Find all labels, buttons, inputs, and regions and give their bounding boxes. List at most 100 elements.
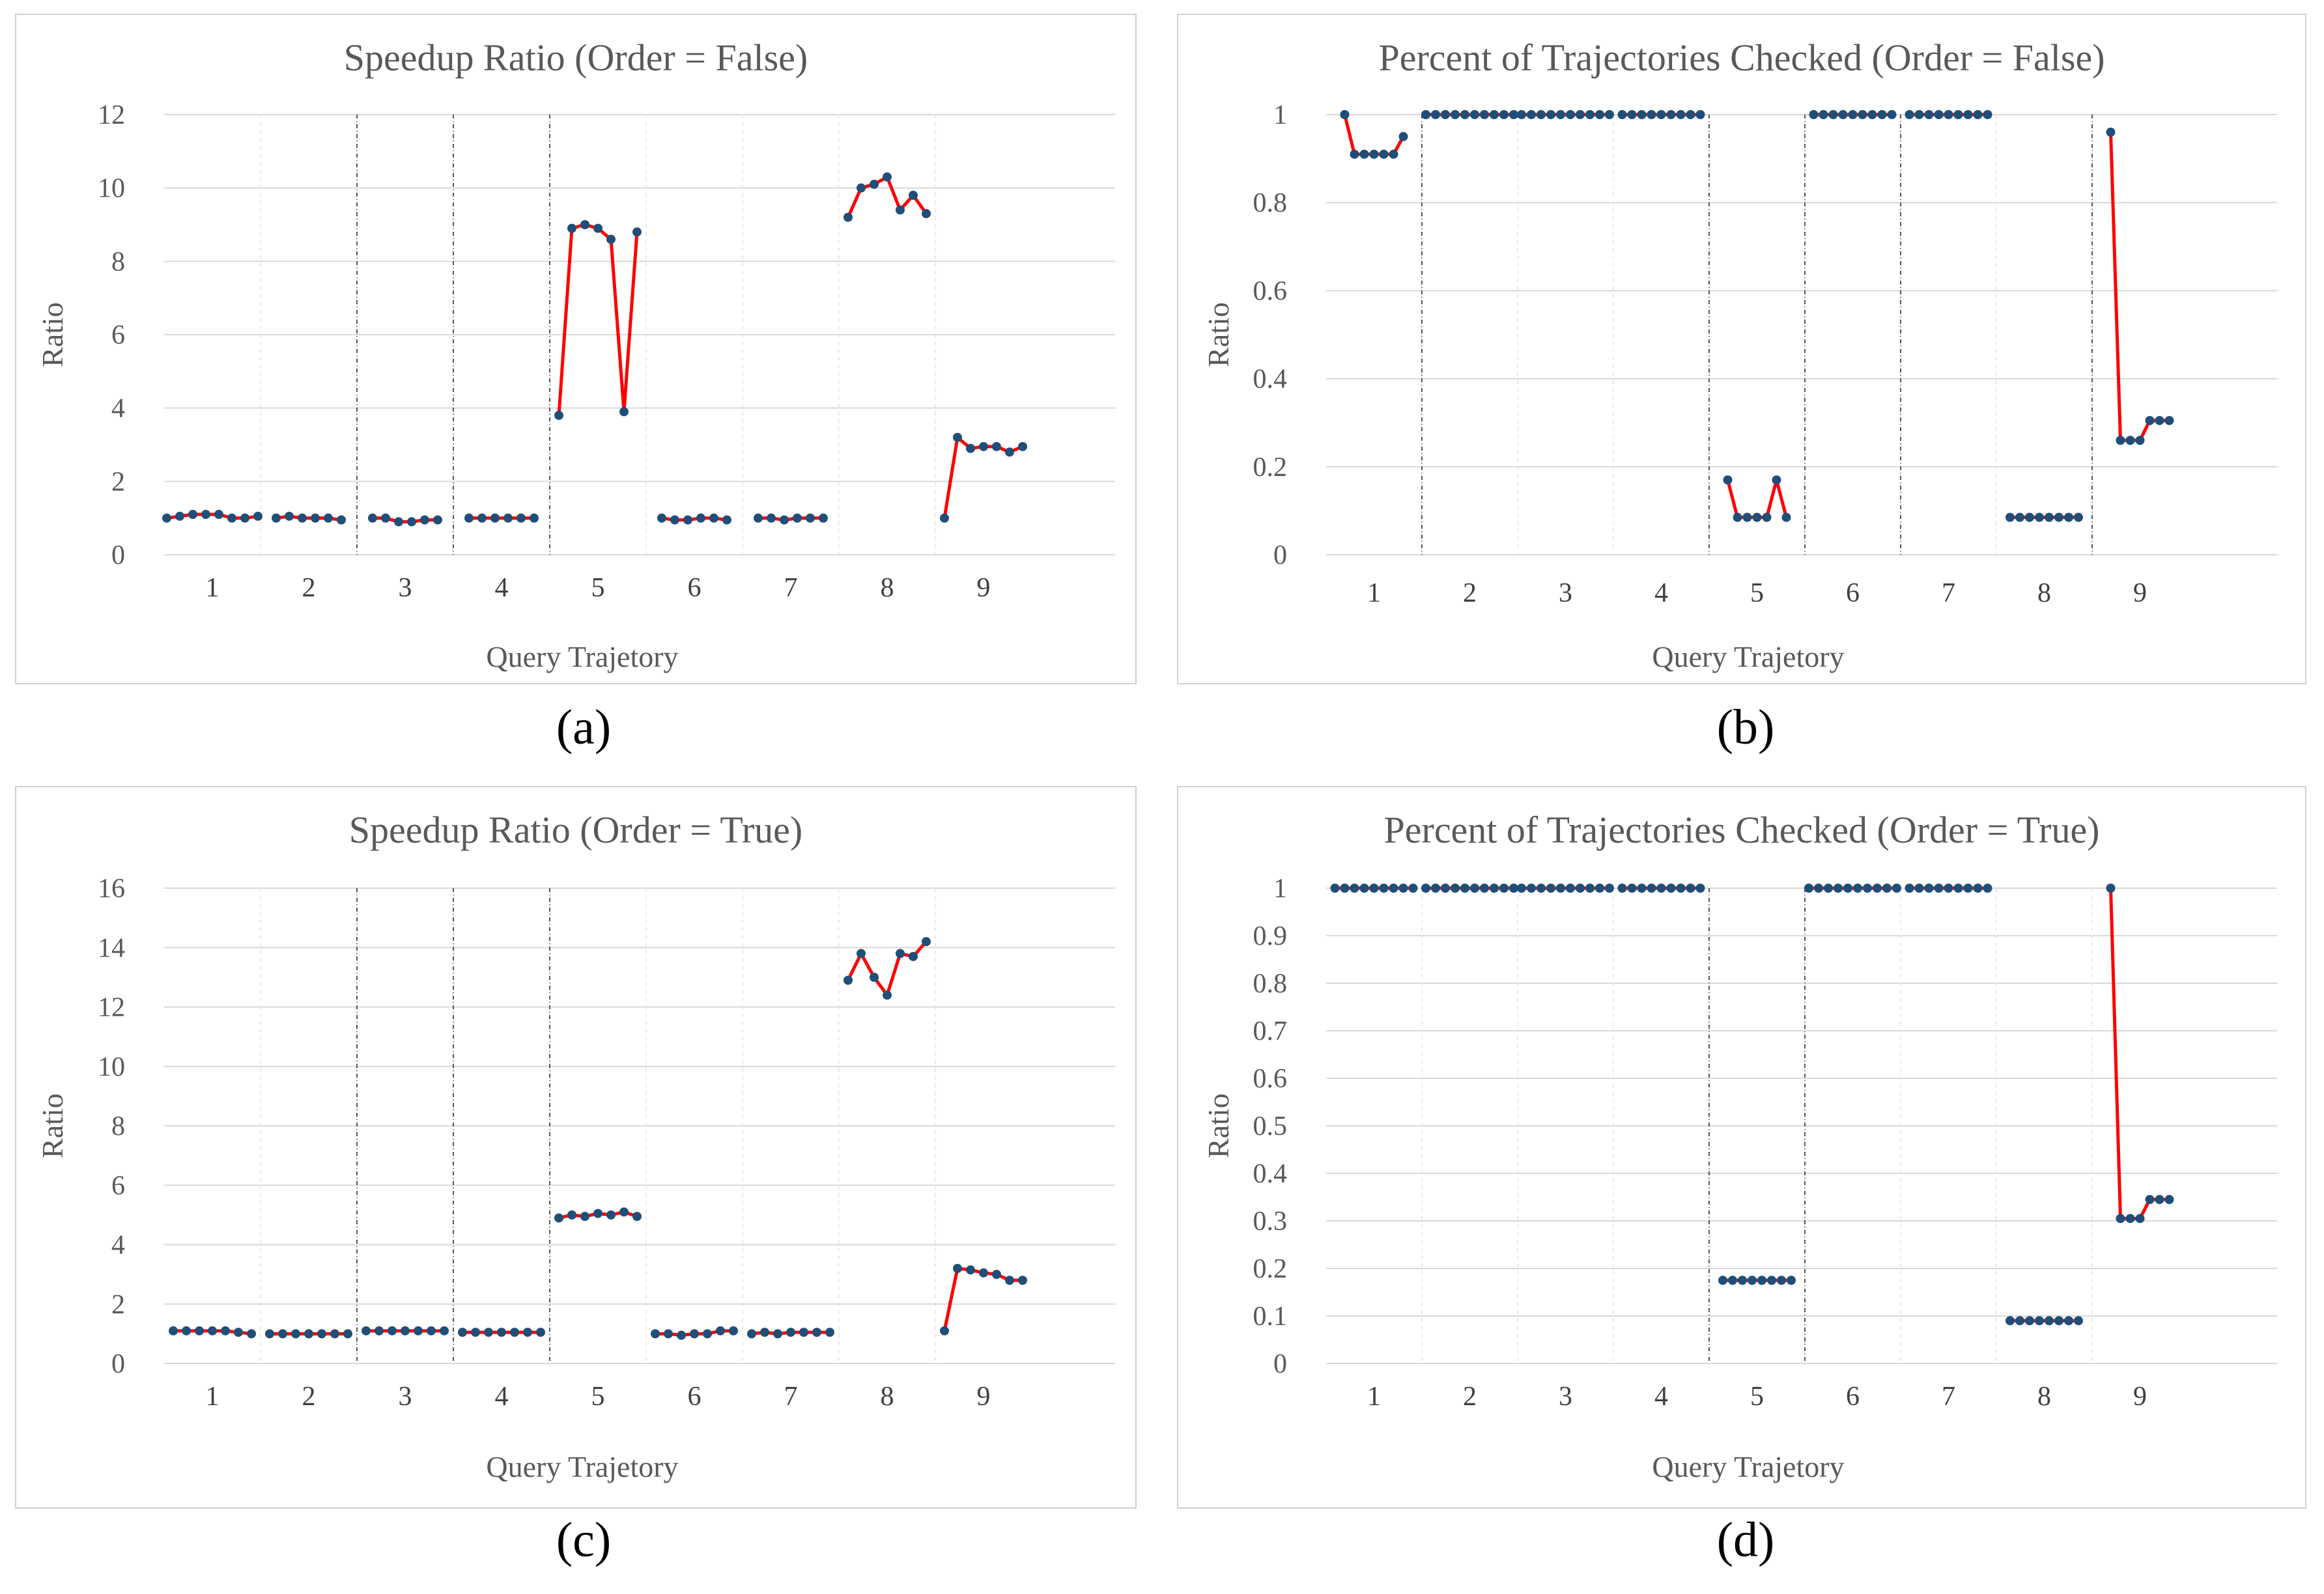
y-axis-title: Ratio — [1202, 1093, 1235, 1158]
data-point — [227, 513, 236, 523]
data-point — [1676, 110, 1686, 119]
data-point — [1379, 884, 1389, 893]
data-point — [1819, 110, 1828, 119]
x-axis-title: Query Trajetory — [486, 640, 678, 673]
data-point — [1757, 1276, 1766, 1285]
x-category-label: 2 — [302, 1382, 316, 1412]
data-point — [2155, 415, 2164, 425]
x-category-label: 4 — [1654, 578, 1668, 608]
data-point — [1748, 1276, 1757, 1285]
data-point — [767, 513, 776, 523]
data-point — [716, 1326, 725, 1335]
y-tick-label: 0.4 — [1253, 1159, 1288, 1189]
data-point — [1892, 884, 1901, 893]
y-tick-label: 12 — [98, 100, 125, 130]
data-point — [523, 1328, 532, 1337]
data-point — [2015, 1316, 2024, 1326]
data-point — [2045, 1316, 2054, 1326]
chart-panel-3: Speedup Ratio (Order = True)024681012141… — [15, 786, 1137, 1509]
data-point — [1398, 884, 1408, 893]
y-tick-label: 4 — [111, 394, 125, 424]
data-point — [1389, 884, 1398, 893]
y-tick-label: 0 — [111, 540, 125, 570]
y-tick-label: 0.9 — [1253, 921, 1288, 951]
data-point — [1963, 884, 1973, 893]
data-point — [606, 1210, 616, 1220]
data-point — [1451, 884, 1460, 893]
data-point — [670, 515, 679, 525]
data-point — [1499, 884, 1509, 893]
panel-label: (d) — [1717, 1513, 1775, 1567]
data-point — [1728, 1276, 1737, 1285]
data-point — [857, 949, 866, 958]
x-category-label: 9 — [977, 1382, 991, 1412]
y-axis-title: Ratio — [36, 302, 69, 367]
data-point — [1369, 149, 1379, 159]
data-point — [1359, 149, 1369, 159]
data-point — [1742, 512, 1752, 522]
data-point — [304, 1329, 313, 1339]
data-point — [843, 212, 853, 222]
data-point — [503, 513, 513, 523]
data-point — [1777, 1276, 1786, 1285]
data-point — [580, 220, 589, 229]
chart-title: Speedup Ratio (Order = False) — [344, 36, 808, 79]
data-point — [1983, 110, 1992, 119]
data-point — [381, 513, 390, 523]
data-point — [1595, 110, 1604, 119]
data-point — [780, 515, 789, 525]
data-point — [1566, 110, 1575, 119]
data-point — [1781, 512, 1791, 522]
data-point — [1527, 884, 1536, 893]
data-point — [1480, 110, 1489, 119]
data-point — [1460, 110, 1469, 119]
data-point — [2116, 1214, 2125, 1223]
data-point — [1018, 441, 1027, 451]
data-point — [1983, 884, 1992, 893]
data-point — [2035, 512, 2044, 522]
data-point — [1460, 884, 1469, 893]
data-point — [1666, 110, 1676, 119]
data-point — [1566, 884, 1575, 893]
data-point — [1695, 110, 1705, 119]
data-point — [2106, 128, 2116, 137]
data-point — [1340, 110, 1350, 119]
x-axis-title: Query Trajetory — [1652, 640, 1844, 673]
data-point — [580, 1212, 589, 1222]
data-point — [1556, 110, 1565, 119]
data-point — [1490, 884, 1499, 893]
x-category-label: 3 — [1559, 1382, 1572, 1412]
data-point — [1858, 110, 1867, 119]
data-point — [1953, 110, 1963, 119]
x-category-label: 4 — [495, 1382, 509, 1412]
data-point — [2035, 1316, 2044, 1326]
data-point — [1963, 110, 1973, 119]
data-point — [709, 513, 718, 523]
data-point — [1905, 110, 1914, 119]
data-point — [343, 1329, 352, 1339]
data-point — [1617, 110, 1627, 119]
data-point — [1398, 132, 1408, 141]
data-point — [2025, 512, 2034, 522]
y-tick-label: 2 — [111, 1290, 125, 1320]
x-category-label: 3 — [399, 573, 412, 603]
data-point — [221, 1326, 230, 1335]
data-point — [940, 513, 949, 523]
data-point — [1877, 110, 1887, 119]
x-axis-title: Query Trajetory — [1652, 1450, 1844, 1483]
data-point — [1556, 884, 1565, 893]
data-point — [247, 1329, 256, 1339]
data-point — [1843, 884, 1852, 893]
y-tick-label: 10 — [98, 1052, 125, 1082]
data-point — [843, 975, 853, 985]
x-category-label: 8 — [881, 573, 894, 603]
data-point — [1527, 110, 1536, 119]
data-point — [1666, 884, 1676, 893]
data-point — [2005, 1316, 2015, 1326]
y-tick-label: 0.2 — [1253, 1254, 1288, 1284]
data-point — [162, 513, 171, 523]
y-tick-label: 1 — [1273, 874, 1287, 904]
data-point — [2025, 1316, 2034, 1326]
data-point — [1537, 110, 1546, 119]
data-point — [1605, 884, 1614, 893]
